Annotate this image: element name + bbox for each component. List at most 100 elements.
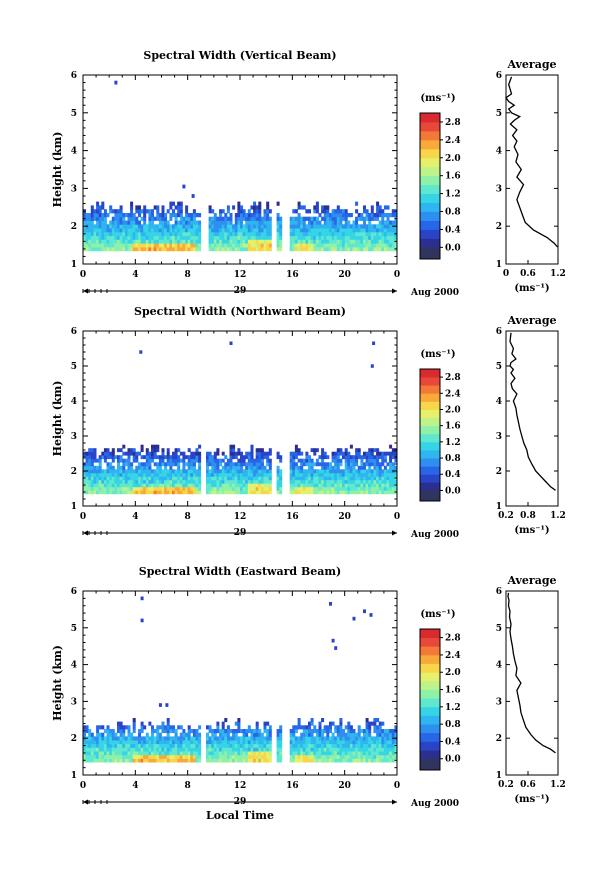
heatmap-cell	[266, 483, 270, 488]
heatmap-cell	[169, 465, 173, 470]
heatmap-cell	[363, 209, 366, 214]
heatmap-cell	[127, 213, 131, 218]
heatmap-cell	[263, 754, 267, 759]
heatmap-cell	[313, 736, 317, 741]
heatmap-cell	[208, 451, 212, 456]
heatmap-cell	[234, 732, 238, 737]
heatmap-cell	[224, 732, 228, 737]
heatmap-cell	[365, 729, 369, 734]
heatmap-cell	[302, 458, 306, 463]
heatmap-cell	[363, 243, 366, 248]
heatmap-cell	[182, 231, 186, 237]
heatmap-cell	[90, 465, 94, 470]
heatmap-cell	[247, 754, 251, 759]
heatmap-cell	[242, 247, 246, 252]
heatmap-cell	[140, 476, 144, 481]
heatmap-cell	[308, 469, 311, 474]
heatmap-cell	[373, 718, 377, 723]
heatmap-cell	[321, 235, 325, 240]
heatmap-cell	[119, 213, 123, 218]
heatmap-cell	[376, 224, 380, 229]
heatmap-cell	[195, 448, 199, 453]
heatmap-cell	[192, 732, 196, 737]
heatmap-cell	[208, 729, 212, 734]
heatmap-cell	[153, 486, 157, 491]
heatmap-cell	[349, 228, 353, 233]
colorbar-frame	[419, 368, 441, 502]
heatmap-cell	[219, 209, 223, 214]
heatmap-cell	[192, 458, 196, 463]
heatmap-cell	[145, 486, 149, 491]
heatmap-cell	[216, 458, 220, 463]
average-profile-line	[509, 332, 556, 491]
heatmap-cell	[109, 231, 113, 237]
heatmap-cell	[355, 740, 359, 745]
heatmap-cell	[90, 216, 94, 221]
heatmap-cell	[318, 729, 322, 734]
heatmap-cell	[229, 469, 233, 474]
heatmap-cell	[349, 758, 353, 763]
heatmap-cell	[342, 758, 345, 763]
heatmap-cell	[352, 490, 356, 495]
heatmap-cell	[124, 758, 128, 763]
heatmap-cell	[363, 472, 366, 477]
heatmap-cell	[313, 239, 317, 244]
heatmap-cell	[143, 213, 147, 218]
heatmap-cell	[161, 458, 165, 463]
heatmap-cell	[250, 476, 254, 481]
heatmap-cell	[132, 247, 136, 252]
heatmap-cell	[130, 216, 134, 221]
heatmap-cell	[177, 490, 181, 495]
heatmap-cell	[130, 224, 134, 229]
heatmap-cell	[339, 736, 343, 741]
heatmap-cell	[339, 743, 343, 748]
heatmap-cell	[190, 224, 194, 229]
heatmap-cell	[198, 243, 202, 248]
heatmap-cell	[310, 740, 314, 745]
heatmap-cell	[114, 220, 118, 225]
heatmap-cell	[187, 455, 191, 460]
heatmap-cell	[360, 455, 364, 460]
heatmap-cell	[226, 231, 230, 237]
heatmap-cell	[211, 747, 215, 752]
heatmap-cell	[373, 224, 377, 229]
heatmap-cell	[221, 754, 225, 759]
heatmap-cell	[185, 732, 189, 737]
colorbar-frame	[419, 112, 441, 260]
heatmap-cell	[279, 476, 283, 481]
heatmap-cell	[124, 228, 128, 233]
heatmap-cell	[156, 483, 160, 488]
heatmap-cell	[130, 220, 134, 225]
heatmap-cell	[326, 231, 330, 237]
heatmap-cell	[378, 472, 382, 477]
heatmap-cell	[342, 483, 345, 488]
heatmap-cell	[360, 465, 364, 470]
heatmap-cell	[177, 476, 181, 481]
heatmap-cell	[240, 747, 243, 752]
heatmap-cell	[145, 758, 149, 763]
heatmap-cell	[90, 486, 94, 491]
heatmap-cell	[127, 458, 131, 463]
heatmap-cell	[119, 483, 123, 488]
heatmap-cell	[391, 747, 395, 752]
heatmap-cell	[143, 490, 147, 495]
heatmap-cell	[237, 490, 241, 495]
heatmap-cell	[308, 743, 311, 748]
heatmap-cell	[185, 205, 189, 210]
heatmap-cell	[226, 747, 230, 752]
heatmap-cell	[376, 758, 380, 763]
heatmap-cell	[232, 228, 236, 233]
heatmap-cell	[219, 243, 223, 248]
heatmap-cell	[172, 729, 175, 734]
heatmap-cell	[321, 239, 325, 244]
heatmap-cell	[365, 736, 369, 741]
heatmap-cell	[213, 231, 217, 237]
heatmap-cell	[151, 216, 154, 221]
heatmap-cell	[166, 224, 170, 229]
heatmap-cell	[376, 740, 380, 745]
heatmap-cell	[336, 458, 340, 463]
heatmap-cell	[355, 490, 359, 495]
heatmap-cell	[109, 451, 113, 456]
heatmap-cell	[383, 243, 387, 248]
heatmap-cell	[329, 472, 332, 477]
